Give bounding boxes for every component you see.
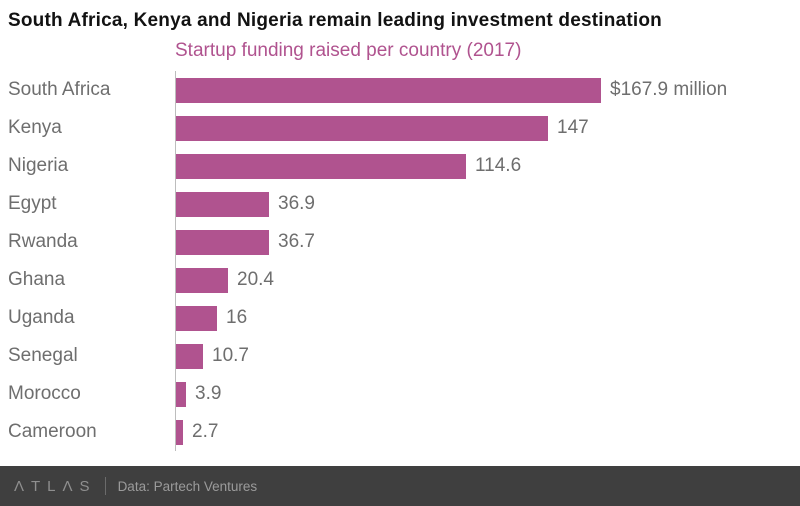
bar xyxy=(176,419,183,445)
value-label: 2.7 xyxy=(192,421,219,442)
chart-rows: South Africa $167.9 million Kenya 147 Nigeri… xyxy=(0,71,800,451)
bar xyxy=(176,229,269,255)
chart-row: Nigeria 114.6 xyxy=(0,147,800,185)
value-label: 10.7 xyxy=(212,345,249,366)
bar xyxy=(176,191,269,217)
chart-row: Senegal 10.7 xyxy=(0,337,800,375)
bar-track: 16 xyxy=(175,299,800,337)
value-label: 36.9 xyxy=(278,193,315,214)
category-label: Uganda xyxy=(8,307,75,328)
chart-row: Uganda 16 xyxy=(0,299,800,337)
bar-track: 114.6 xyxy=(175,147,800,185)
category-label: Kenya xyxy=(8,117,62,138)
bar-track: 3.9 xyxy=(175,375,800,413)
category-label: Ghana xyxy=(8,269,66,290)
bar-track: $167.9 million xyxy=(175,71,800,109)
value-label: 147 xyxy=(557,117,589,138)
value-label: 20.4 xyxy=(237,269,274,290)
value-label: $167.9 million xyxy=(610,79,728,100)
chart-row: South Africa $167.9 million xyxy=(0,71,800,109)
chart-subtitle: Startup funding raised per country (2017… xyxy=(175,40,522,61)
chart-row: Ghana 20.4 xyxy=(0,261,800,299)
value-label: 16 xyxy=(226,307,248,328)
bar xyxy=(176,77,601,103)
bar xyxy=(176,153,466,179)
bar xyxy=(176,381,186,407)
bar-track: 2.7 xyxy=(175,413,800,451)
category-label: Nigeria xyxy=(8,155,69,176)
bar xyxy=(176,343,203,369)
bar xyxy=(176,267,228,293)
bar-track: 147 xyxy=(175,109,800,147)
chart-row: Kenya 147 xyxy=(0,109,800,147)
category-label: Egypt xyxy=(8,193,57,214)
chart-row: Cameroon 2.7 xyxy=(0,413,800,451)
bar-track: 10.7 xyxy=(175,337,800,375)
chart-row: Morocco 3.9 xyxy=(0,375,800,413)
bar-track: 20.4 xyxy=(175,261,800,299)
chart-row: Egypt 36.9 xyxy=(0,185,800,223)
bar-track: 36.9 xyxy=(175,185,800,223)
category-label: Morocco xyxy=(8,383,81,404)
footer-divider xyxy=(104,477,106,495)
atlas-logo: ΛTLΛS xyxy=(14,477,97,495)
value-label: 3.9 xyxy=(195,383,222,404)
bar xyxy=(176,305,217,331)
category-label: Rwanda xyxy=(8,231,78,252)
bar-track: 36.7 xyxy=(175,223,800,261)
value-label: 36.7 xyxy=(278,231,315,252)
footer-bar: ΛTLΛS Data: Partech Ventures xyxy=(0,466,800,506)
chart-title: South Africa, Kenya and Nigeria remain l… xyxy=(8,10,662,31)
bar xyxy=(176,115,548,141)
category-label: South Africa xyxy=(8,79,111,100)
category-label: Senegal xyxy=(8,345,78,366)
category-label: Cameroon xyxy=(8,421,97,442)
chart-row: Rwanda 36.7 xyxy=(0,223,800,261)
data-source-label: Data: Partech Ventures xyxy=(117,478,258,494)
value-label: 114.6 xyxy=(475,155,522,176)
